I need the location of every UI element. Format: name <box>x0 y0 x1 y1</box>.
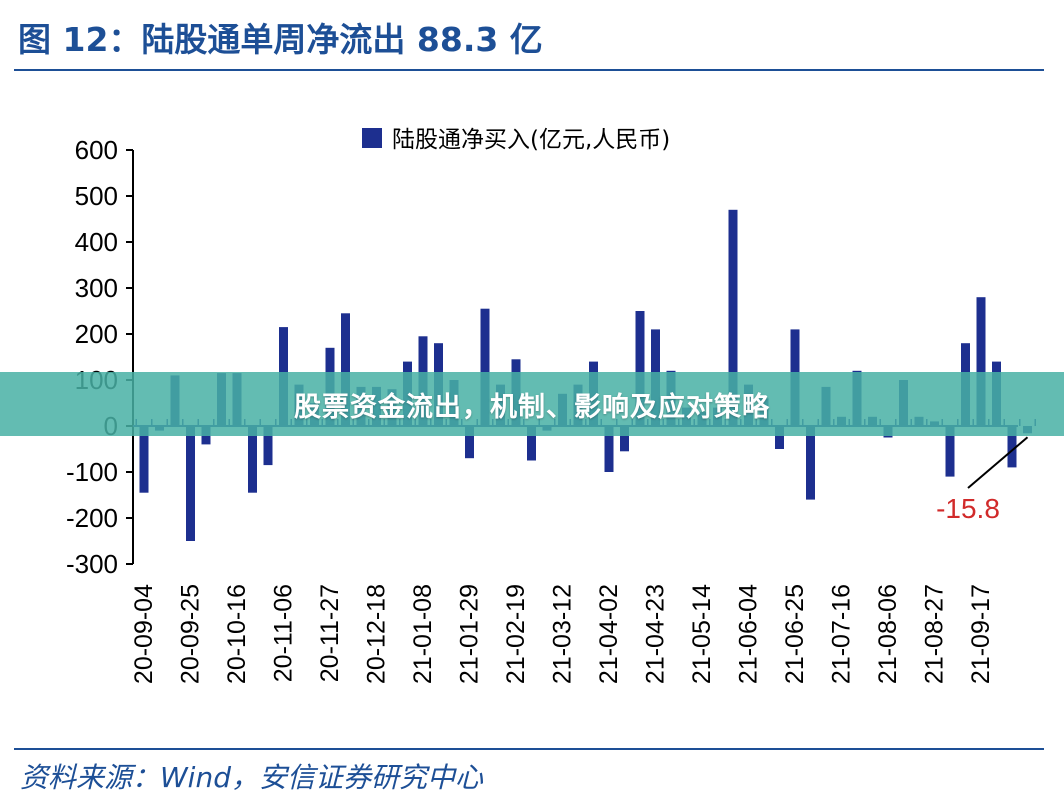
bar <box>465 426 474 459</box>
figure-title: 图 12：陆股通单周净流出 88.3 亿 <box>18 20 543 59</box>
y-tick-label: 400 <box>75 227 118 257</box>
x-tick-label: 20-09-04 <box>130 584 158 684</box>
bar <box>728 209 738 426</box>
x-tick-label: 21-02-19 <box>502 584 530 684</box>
x-tick-label: 21-05-14 <box>688 584 716 684</box>
article-banner[interactable]: 股票资金流出，机制、影响及应对策略 <box>0 372 1064 436</box>
bar <box>620 426 629 452</box>
x-tick-label: 20-10-16 <box>223 584 251 684</box>
x-tick-label: 21-01-29 <box>456 584 484 684</box>
bar <box>248 426 257 493</box>
x-tick-label: 21-08-06 <box>874 584 902 684</box>
bar <box>806 426 815 500</box>
y-tick-label: -200 <box>66 503 118 533</box>
x-tick-label: 21-09-17 <box>967 584 995 684</box>
bar <box>1007 426 1017 468</box>
x-tick-label: 20-11-27 <box>316 584 344 682</box>
bar <box>480 308 490 426</box>
figure-source: 资料来源：Wind，安信证券研究中心 <box>20 761 483 794</box>
source-divider <box>14 748 1044 750</box>
legend-swatch <box>362 128 382 148</box>
y-tick-label: 300 <box>75 273 118 303</box>
x-tick-label: 21-04-23 <box>642 584 670 684</box>
x-tick-label: 21-06-04 <box>735 584 763 684</box>
bar <box>139 426 149 493</box>
x-tick-label: 20-11-06 <box>270 584 298 682</box>
bar <box>263 426 273 466</box>
y-tick-label: -100 <box>66 457 118 487</box>
y-tick-label: 500 <box>75 181 118 211</box>
bar <box>341 313 350 426</box>
y-tick-label: 600 <box>75 135 118 165</box>
annotation-leader <box>967 436 1029 489</box>
x-tick-label: 21-06-25 <box>781 584 809 684</box>
bar <box>635 311 645 426</box>
bar <box>945 426 955 477</box>
bar <box>186 426 195 541</box>
bar <box>527 426 536 461</box>
y-tick-label: -300 <box>66 549 118 579</box>
x-tick-label: 20-09-25 <box>177 584 205 684</box>
title-divider <box>14 69 1044 71</box>
bar <box>604 426 614 472</box>
legend-label: 陆股通净买入(亿元,人民币) <box>392 127 670 153</box>
x-tick-label: 21-03-12 <box>549 584 577 684</box>
x-tick-label: 21-01-08 <box>409 584 437 684</box>
x-tick-label: 21-04-02 <box>595 584 623 684</box>
x-tick-label: 21-08-27 <box>921 584 949 684</box>
x-tick-label: 21-07-16 <box>828 584 856 684</box>
banner-title: 股票资金流出，机制、影响及应对策略 <box>294 391 770 423</box>
bar <box>775 426 784 449</box>
y-tick-label: 200 <box>75 319 118 349</box>
bar-chart: 陆股通净买入(亿元,人民币)-300-200-10001002003004005… <box>66 127 1036 684</box>
bar <box>976 297 986 426</box>
x-tick-label: 20-12-18 <box>363 584 391 684</box>
annotation-label: -15.8 <box>936 493 1000 524</box>
